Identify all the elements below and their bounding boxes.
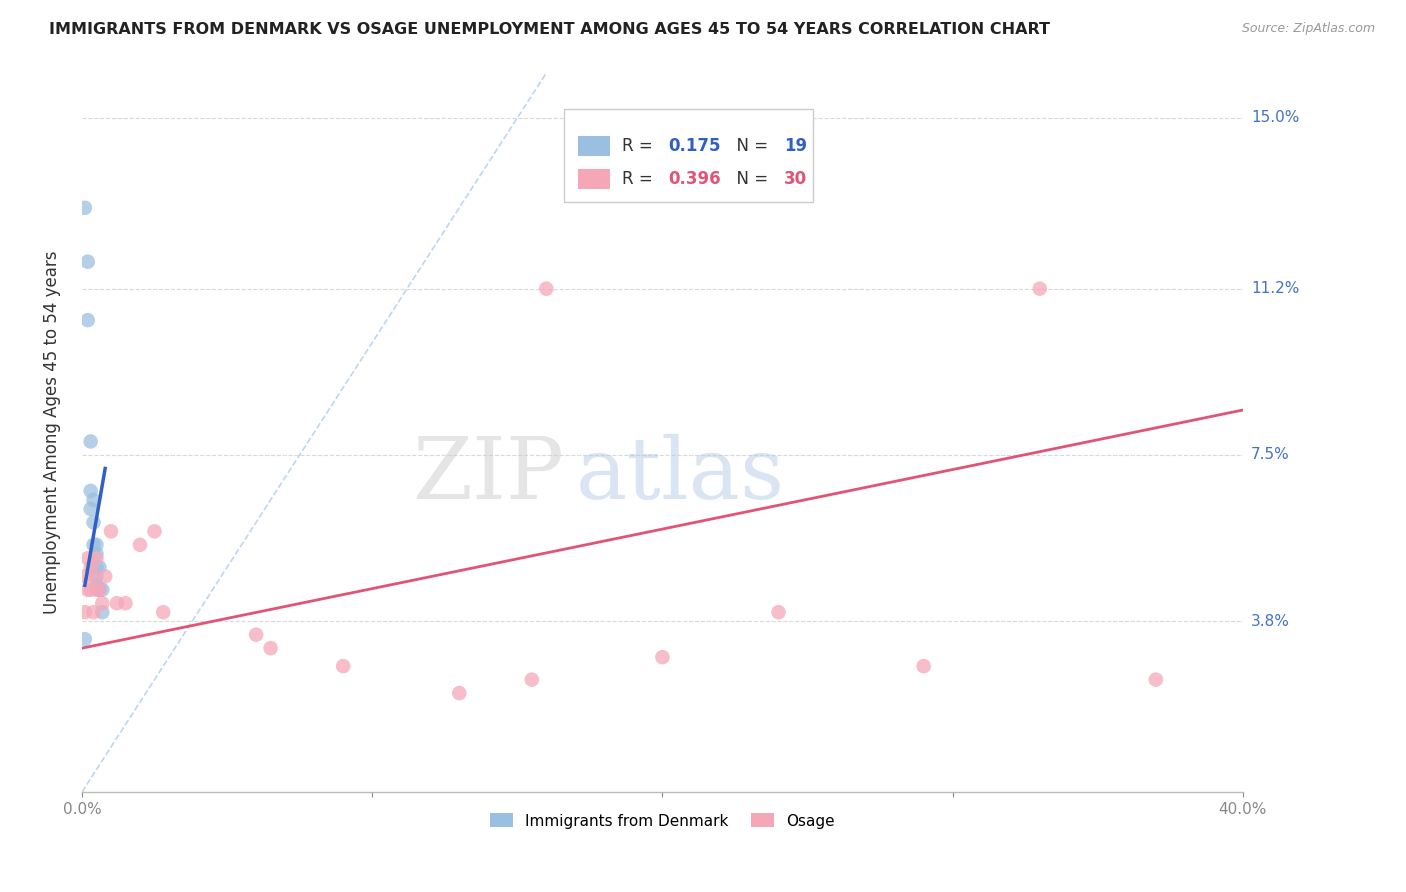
Point <box>83 569 105 583</box>
Text: 11.2%: 11.2% <box>1251 281 1299 296</box>
Point <box>91 582 114 597</box>
Point <box>86 582 108 597</box>
Text: 30: 30 <box>785 170 807 188</box>
Point <box>259 641 281 656</box>
Point <box>94 569 117 583</box>
Point <box>105 596 128 610</box>
Point <box>79 582 101 597</box>
Text: IMMIGRANTS FROM DENMARK VS OSAGE UNEMPLOYMENT AMONG AGES 45 TO 54 YEARS CORRELAT: IMMIGRANTS FROM DENMARK VS OSAGE UNEMPLO… <box>49 22 1050 37</box>
Point <box>129 538 152 552</box>
Point <box>76 582 98 597</box>
Point <box>143 524 166 539</box>
Point <box>83 538 105 552</box>
Point <box>86 578 108 592</box>
Point <box>91 596 114 610</box>
Y-axis label: Unemployment Among Ages 45 to 54 years: Unemployment Among Ages 45 to 54 years <box>44 251 60 615</box>
Point <box>520 673 543 687</box>
Point <box>245 628 267 642</box>
Point <box>73 605 96 619</box>
Text: ZIP: ZIP <box>412 434 564 517</box>
Point <box>768 605 790 619</box>
Point <box>114 596 136 610</box>
Text: 19: 19 <box>785 137 807 155</box>
Point <box>79 483 101 498</box>
Point <box>76 551 98 566</box>
Point <box>1144 673 1167 687</box>
Text: R =: R = <box>621 137 658 155</box>
Point <box>73 569 96 583</box>
Point <box>100 524 122 539</box>
Point <box>332 659 354 673</box>
Text: N =: N = <box>727 170 773 188</box>
Text: 3.8%: 3.8% <box>1251 614 1291 629</box>
Point <box>89 560 111 574</box>
FancyBboxPatch shape <box>564 109 813 202</box>
Point <box>76 313 98 327</box>
Point <box>83 605 105 619</box>
Point <box>86 551 108 566</box>
FancyBboxPatch shape <box>578 136 610 156</box>
Point <box>79 560 101 574</box>
Point <box>73 201 96 215</box>
Point <box>152 605 174 619</box>
Point <box>89 582 111 597</box>
Text: N =: N = <box>727 137 773 155</box>
Point <box>449 686 471 700</box>
Text: 0.175: 0.175 <box>668 137 721 155</box>
Point <box>86 560 108 574</box>
Point <box>83 516 105 530</box>
Text: 0.396: 0.396 <box>668 170 721 188</box>
Point <box>91 605 114 619</box>
Point <box>536 282 558 296</box>
Point <box>89 582 111 597</box>
Point <box>83 492 105 507</box>
Point <box>76 254 98 268</box>
Text: Source: ZipAtlas.com: Source: ZipAtlas.com <box>1241 22 1375 36</box>
Point <box>79 501 101 516</box>
Text: 15.0%: 15.0% <box>1251 111 1299 126</box>
Legend: Immigrants from Denmark, Osage: Immigrants from Denmark, Osage <box>484 807 841 835</box>
FancyBboxPatch shape <box>578 169 610 189</box>
Point <box>651 650 673 665</box>
Point <box>86 538 108 552</box>
Point <box>73 632 96 647</box>
Point <box>1028 282 1050 296</box>
Point <box>912 659 935 673</box>
Point <box>79 434 101 449</box>
Point <box>86 569 108 583</box>
Point <box>86 547 108 561</box>
Text: 7.5%: 7.5% <box>1251 448 1289 462</box>
Text: R =: R = <box>621 170 658 188</box>
Text: atlas: atlas <box>575 434 785 517</box>
